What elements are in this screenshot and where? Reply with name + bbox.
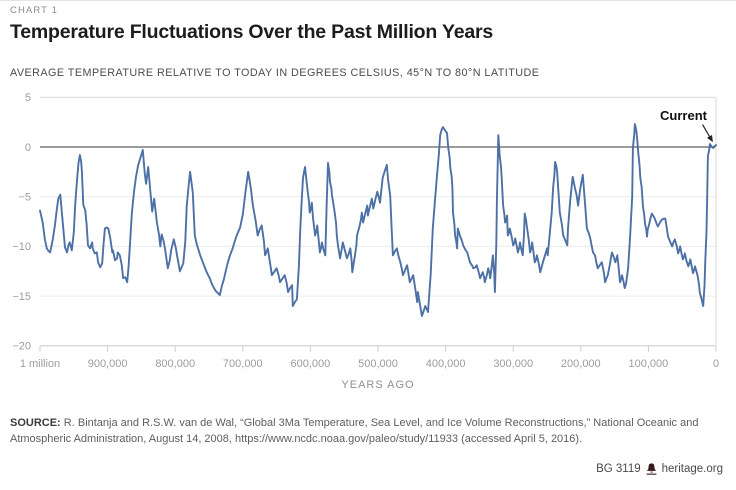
temperature-line-chart: 5 0 −5 −10 −15 −20 1 million 900,000 800,000 700,…: [12, 92, 719, 391]
page-title: Temperature Fluctuations Over the Past M…: [10, 21, 494, 43]
site-link[interactable]: heritage.org: [661, 463, 723, 475]
x-tick-label: 800,000: [155, 358, 195, 370]
chart-grid: [39, 96, 717, 352]
heritage-bell-icon: [646, 463, 657, 475]
y-tick-label: −20: [12, 341, 31, 353]
axis-labels: 5 0 −5 −10 −15 −20 1 million 900,000 800,000 700,…: [12, 92, 719, 370]
x-axis-title: YEARS AGO: [341, 379, 414, 391]
temperature-series-line: [39, 123, 717, 317]
chart-subtitle: AVERAGE TEMPERATURE RELATIVE TO TODAY IN…: [10, 67, 540, 79]
document-id: BG 3119: [596, 463, 641, 475]
x-tick-label: 400,000: [426, 358, 466, 370]
current-annotation-label: Current: [660, 108, 708, 123]
footer-brand: BG 3119 heritage.org: [596, 463, 723, 475]
x-tick-label: 600,000: [291, 358, 331, 370]
y-tick-label: −15: [12, 291, 31, 303]
top-divider: [0, 0, 736, 1]
source-label: SOURCE:: [10, 417, 61, 429]
x-tick-label: 200,000: [561, 358, 601, 370]
x-tick-label: 700,000: [223, 358, 263, 370]
x-tick-label: 900,000: [88, 358, 128, 370]
y-tick-label: −5: [18, 192, 31, 204]
x-tick-label: 500,000: [358, 358, 398, 370]
source-note: SOURCE: R. Bintanja and R.S.W. van de Wa…: [10, 415, 718, 447]
y-tick-label: −10: [12, 241, 31, 253]
y-tick-label: 0: [25, 142, 31, 154]
y-tick-label: 5: [25, 92, 31, 104]
x-tick-label: 1 million: [20, 358, 60, 370]
current-arrow: [701, 124, 714, 143]
source-text: R. Bintanja and R.S.W. van de Wal, “Glob…: [10, 417, 699, 445]
x-tick-label: 100,000: [629, 358, 669, 370]
x-tick-label: 300,000: [493, 358, 533, 370]
x-tick-label: 0: [713, 358, 719, 370]
chart-kicker: CHART 1: [10, 5, 59, 16]
